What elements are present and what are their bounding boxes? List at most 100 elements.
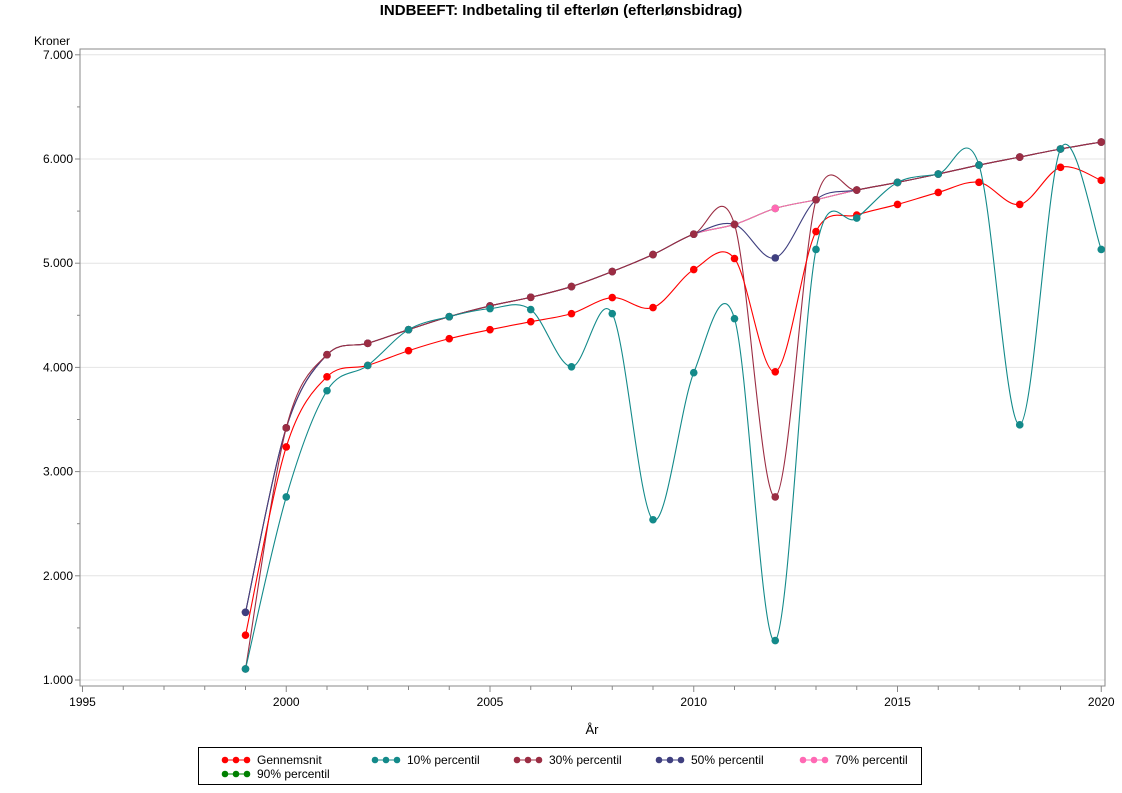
legend-label: 30% percentil xyxy=(549,753,622,767)
data-point xyxy=(526,293,535,302)
data-point xyxy=(445,334,454,343)
data-point xyxy=(689,230,698,238)
series-30-percentil xyxy=(241,138,1106,673)
x-tick-label: 2005 xyxy=(477,695,504,709)
data-point xyxy=(893,200,902,209)
series-line xyxy=(244,166,1102,636)
legend-swatch-icon xyxy=(221,756,251,764)
y-tick-label: 6.000 xyxy=(43,152,73,166)
y-tick-label: 2.000 xyxy=(43,569,73,583)
data-point xyxy=(1056,145,1065,153)
series-line xyxy=(244,141,1102,613)
data-point xyxy=(363,339,372,348)
data-point xyxy=(689,265,698,274)
data-point xyxy=(241,608,250,617)
data-point xyxy=(893,178,902,187)
data-point xyxy=(526,305,535,314)
legend-label: 70% percentil xyxy=(835,753,908,767)
data-point xyxy=(567,309,576,318)
legend-item: 10% percentil xyxy=(371,753,480,767)
data-point xyxy=(282,443,291,451)
y-tick-label: 7.000 xyxy=(43,48,73,62)
data-point xyxy=(852,186,861,194)
data-point xyxy=(404,325,413,334)
data-point xyxy=(1015,200,1024,209)
y-tick-label: 3.000 xyxy=(43,465,73,479)
data-point xyxy=(363,361,372,370)
x-tick-label: 2020 xyxy=(1088,695,1115,709)
data-point xyxy=(975,178,983,187)
data-point xyxy=(486,304,494,313)
data-point xyxy=(241,631,250,639)
data-point xyxy=(689,368,698,377)
data-point xyxy=(771,367,780,376)
data-point xyxy=(282,424,291,432)
y-tick-label: 5.000 xyxy=(43,256,73,270)
data-point xyxy=(771,636,780,645)
data-point xyxy=(812,227,820,236)
data-point xyxy=(852,214,861,222)
data-point xyxy=(323,386,331,395)
data-point xyxy=(323,372,331,381)
series-line xyxy=(244,141,1102,613)
series-gennemsnit xyxy=(241,163,1106,639)
data-point xyxy=(567,362,576,371)
legend-label: 50% percentil xyxy=(691,753,764,767)
data-point xyxy=(649,515,657,524)
legend-item: 70% percentil xyxy=(799,753,908,767)
series-line xyxy=(244,144,1102,670)
data-point xyxy=(730,220,739,229)
data-point xyxy=(567,282,576,291)
legend-label: 90% percentil xyxy=(257,767,330,781)
series-90-percentil xyxy=(241,138,1106,617)
legend-swatch-icon xyxy=(799,756,829,764)
legend-swatch-icon xyxy=(513,756,543,764)
data-point xyxy=(1015,153,1024,161)
x-tick-label: 2015 xyxy=(884,695,911,709)
legend-item: 90% percentil xyxy=(221,767,330,781)
data-point xyxy=(445,312,454,321)
y-tick-label: 4.000 xyxy=(43,360,73,374)
data-point xyxy=(1015,421,1024,429)
data-point xyxy=(323,350,331,359)
y-tick-label: 1.000 xyxy=(43,673,73,687)
series-10-percentil xyxy=(241,144,1106,673)
y-axis-label: Kroner xyxy=(34,34,70,48)
legend-item: Gennemsnit xyxy=(221,753,322,767)
x-tick-label: 2010 xyxy=(680,695,707,709)
data-point xyxy=(812,195,820,204)
data-point xyxy=(486,325,494,334)
x-tick-label: 2000 xyxy=(273,695,300,709)
data-point xyxy=(282,493,291,501)
data-point xyxy=(608,309,617,318)
data-point xyxy=(608,267,617,276)
data-point xyxy=(649,303,657,312)
data-point xyxy=(241,665,250,673)
data-point xyxy=(771,254,780,262)
data-point xyxy=(771,204,780,213)
legend-swatch-icon xyxy=(221,770,251,778)
data-point xyxy=(730,314,739,323)
data-point xyxy=(1097,245,1106,254)
data-point xyxy=(771,493,780,501)
data-point xyxy=(526,317,535,326)
data-point xyxy=(812,245,820,254)
legend-item: 50% percentil xyxy=(655,753,764,767)
x-tick-label: 1995 xyxy=(69,695,96,709)
legend-swatch-icon xyxy=(655,756,685,764)
series-line xyxy=(244,141,1102,613)
legend-label: 10% percentil xyxy=(407,753,480,767)
data-point xyxy=(608,293,617,302)
legend-item: 30% percentil xyxy=(513,753,622,767)
legend: Gennemsnit 10% percentil 30% percentil 50% … xyxy=(198,747,922,785)
data-point xyxy=(934,170,943,178)
data-point xyxy=(649,250,657,259)
legend-label: Gennemsnit xyxy=(257,753,322,767)
series-70-percentil xyxy=(241,138,1106,617)
legend-swatch-icon xyxy=(371,756,401,764)
data-point xyxy=(934,188,943,197)
data-point xyxy=(1097,176,1106,185)
data-point xyxy=(404,346,413,355)
chart-title: INDBEEFT: Indbetaling til efterløn (efte… xyxy=(379,2,743,19)
